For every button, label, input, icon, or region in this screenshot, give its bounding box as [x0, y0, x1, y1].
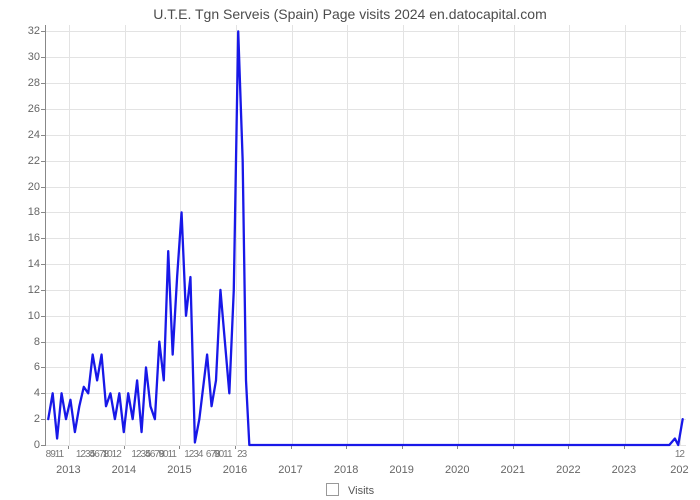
x-year-label: 2014	[112, 464, 136, 476]
y-tick-label: 4	[8, 387, 40, 399]
x-sub-label: 8911	[46, 449, 64, 460]
y-tick-label: 8	[8, 336, 40, 348]
y-tick-label: 12	[8, 284, 40, 296]
y-tick-label: 18	[8, 206, 40, 218]
y-tick-label: 14	[8, 258, 40, 270]
x-year-label: 2015	[167, 464, 191, 476]
x-year-label: 2023	[612, 464, 636, 476]
x-year-label: 202	[670, 464, 688, 476]
y-tick-label: 0	[8, 439, 40, 451]
legend: Visits	[0, 483, 700, 497]
x-year-label: 2013	[56, 464, 80, 476]
x-year-label: 2017	[278, 464, 302, 476]
y-tick-label: 28	[8, 77, 40, 89]
x-sub-label: 23	[237, 449, 246, 460]
y-tick-label: 24	[8, 129, 40, 141]
legend-label: Visits	[348, 485, 374, 497]
y-tick-label: 22	[8, 155, 40, 167]
x-year-label: 2018	[334, 464, 358, 476]
y-tick-label: 2	[8, 413, 40, 425]
x-sub-label: 12	[675, 449, 684, 460]
chart-container: U.T.E. Tgn Serveis (Spain) Page visits 2…	[0, 0, 700, 500]
chart-title: U.T.E. Tgn Serveis (Spain) Page visits 2…	[0, 6, 700, 22]
x-year-label: 2021	[501, 464, 525, 476]
y-tick-label: 26	[8, 103, 40, 115]
x-year-label: 2016	[223, 464, 247, 476]
legend-swatch	[326, 483, 339, 496]
x-sub-label: 1012	[103, 449, 121, 460]
x-year-label: 2020	[445, 464, 469, 476]
y-tick-label: 16	[8, 232, 40, 244]
plot-area	[45, 25, 686, 446]
x-sub-label: 9011	[158, 449, 176, 460]
x-year-label: 2019	[389, 464, 413, 476]
y-tick-label: 32	[8, 25, 40, 37]
y-tick-label: 10	[8, 310, 40, 322]
x-year-label: 2022	[556, 464, 580, 476]
x-sub-label: 1234	[184, 449, 202, 460]
x-sub-label: 9011	[214, 449, 232, 460]
y-tick-label: 30	[8, 51, 40, 63]
y-tick-label: 20	[8, 181, 40, 193]
y-tick-label: 6	[8, 361, 40, 373]
line-series	[46, 25, 686, 445]
